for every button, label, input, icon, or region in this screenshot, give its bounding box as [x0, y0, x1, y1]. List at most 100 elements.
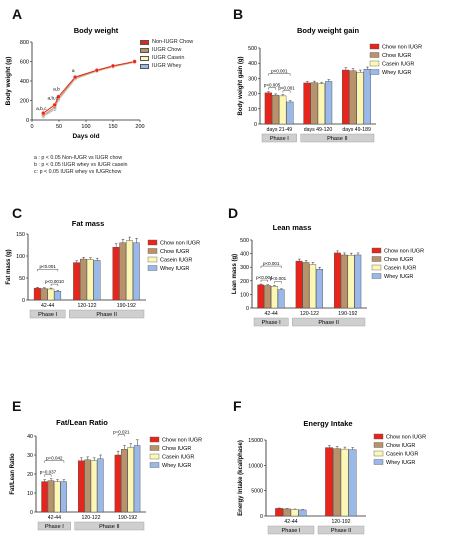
bar — [310, 82, 318, 125]
bar — [354, 254, 362, 309]
p-value-label: p<0.004 — [256, 275, 273, 280]
lean-mass-bar-chart: Lean mass 0 100 200 300 400 500 Lean mass (g) 42… — [232, 223, 424, 327]
bar — [47, 480, 55, 513]
phase-label: Phase II — [99, 524, 120, 530]
bar — [93, 260, 101, 301]
legend-swatch — [147, 265, 158, 271]
legend-label: Casein IUGR — [162, 455, 194, 461]
y-tick-label: 0 — [30, 510, 33, 516]
significance-bracket — [268, 73, 291, 76]
y-tick-label: 150 — [16, 232, 25, 238]
significance-bracket — [44, 474, 52, 477]
phase-label: Phase I — [38, 312, 57, 318]
bar — [303, 82, 311, 125]
legend-swatch — [371, 247, 382, 254]
legend-label: IUGR Chow — [152, 47, 182, 53]
significance-annotation: a — [72, 69, 75, 74]
phase-box — [69, 309, 145, 319]
bar — [264, 92, 272, 125]
category-label: 120-122 — [300, 311, 319, 317]
p-value-label: p=0.042 — [46, 456, 63, 461]
bar — [325, 447, 334, 517]
legend-label: Casein IUGR — [160, 258, 192, 264]
significance-bracket — [44, 460, 65, 463]
panel-letter-c: C — [12, 205, 23, 221]
phase-label: Phase I — [262, 320, 281, 326]
legend-swatch — [149, 445, 160, 451]
p-value-label: p<0.0010 — [45, 279, 64, 284]
y-tick-label: 10 — [27, 491, 33, 497]
data-point — [56, 94, 61, 99]
significance-bracket — [260, 265, 282, 269]
bar — [33, 287, 41, 301]
legend-label: Chow non IUGR — [384, 249, 424, 255]
phase-label: Phase II — [331, 528, 352, 534]
y-tick-label: 30 — [27, 453, 33, 459]
body-weight-gain-bar-chart: Body weight gain 0 100 200 300 400 500 Body wei… — [238, 26, 422, 143]
bar — [54, 481, 61, 513]
phase-box — [300, 133, 375, 143]
legend-label: Chow IUGR — [386, 443, 415, 449]
p-value-label: p=0.037 — [40, 470, 57, 475]
bar — [340, 448, 349, 517]
category-label: 120-122 — [81, 515, 100, 521]
bar — [363, 69, 371, 125]
phase-label: Phase I — [45, 524, 64, 530]
bar — [257, 284, 265, 309]
y-tick-label: 0 — [254, 122, 257, 128]
bar — [349, 70, 357, 125]
bar — [275, 508, 284, 517]
legend-swatch — [149, 453, 160, 460]
y-tick-label: 20 — [27, 472, 33, 478]
bar — [295, 260, 303, 309]
legend-item: Non-IUGR Chow — [140, 38, 193, 46]
bar — [86, 259, 94, 301]
category-label: 42-44 — [265, 311, 278, 317]
p-value-label: p<0.001 — [278, 85, 295, 90]
category-label: 120-192 — [331, 519, 350, 525]
body-weight-line-chart: Body weight 0 200 400 600 800 0 50 100 150 200 Days… — [5, 26, 145, 140]
y-axis-label: Fat mass (g) — [6, 249, 12, 284]
bar — [73, 262, 81, 301]
y-tick-label: 15000 — [248, 438, 263, 444]
legend-swatch — [149, 436, 160, 443]
legend-label: Whey IUGR — [382, 70, 411, 76]
y-tick-label: 200 — [20, 99, 29, 105]
y-tick-label: 500 — [240, 238, 249, 244]
y-tick-label: 200 — [240, 279, 249, 285]
y-tick-label: 100 — [240, 292, 249, 298]
x-axis-label: Days old — [72, 133, 99, 140]
y-tick-label: 0 — [246, 306, 249, 312]
phase-box — [267, 525, 315, 535]
legend-label: Whey IUGR — [384, 274, 413, 280]
chart-title: Lean mass — [273, 223, 312, 232]
legend-swatch — [147, 239, 158, 246]
legend-swatch — [149, 462, 160, 468]
y-tick-label: 300 — [248, 76, 257, 82]
category-label: 120-122 — [77, 303, 96, 309]
note-line: a : p < 0.05 Non-IUGR vs IUGR chow — [34, 155, 123, 161]
y-tick-label: 50 — [19, 276, 25, 282]
bar — [40, 288, 48, 301]
p-value-label: p<0.001 — [271, 68, 288, 73]
legend-swatch-iugr-casein — [140, 55, 149, 61]
bar — [60, 481, 67, 513]
category-label: 190-192 — [118, 515, 137, 521]
y-tick-label: 400 — [240, 252, 249, 258]
x-tick-label: 100 — [81, 124, 90, 130]
bar — [279, 95, 287, 125]
bar — [277, 289, 285, 309]
category-label: 190-192 — [338, 311, 357, 317]
bar — [316, 269, 323, 309]
significance-bracket — [268, 87, 276, 90]
y-axis-label: Body weight gain (g) — [238, 57, 244, 116]
bar — [283, 508, 291, 517]
bar — [264, 285, 271, 309]
significance-bracket — [50, 283, 59, 287]
legend-item: IUGR Casein — [140, 54, 193, 62]
x-tick-label: 50 — [56, 124, 62, 130]
data-point — [110, 63, 116, 68]
bar — [340, 254, 348, 309]
category-label: days 49-120 — [304, 127, 333, 133]
bar — [79, 258, 87, 301]
